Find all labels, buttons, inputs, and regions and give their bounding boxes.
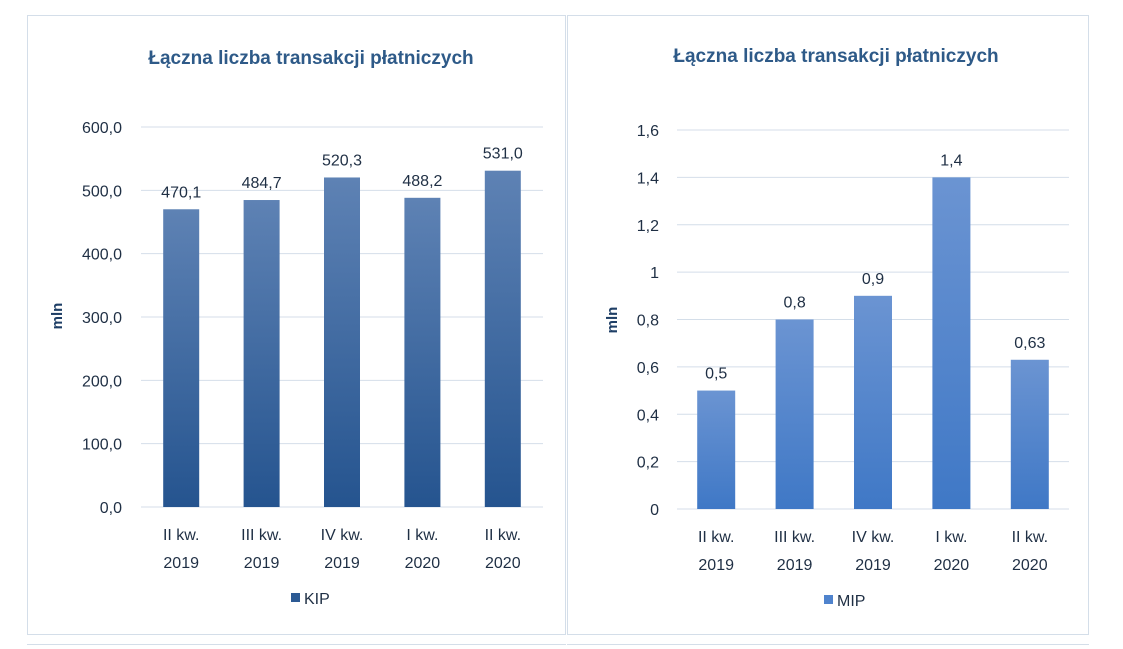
y-tick-label: 1,4 [637,170,659,187]
x-tick-label: II kw. [485,527,521,544]
data-label: 0,9 [862,271,884,288]
panel-divider [567,644,1089,645]
y-tick-label: 100,0 [82,437,122,454]
data-label: 520,3 [322,152,362,169]
bar [163,209,200,507]
x-tick-label: II kw. [163,527,199,544]
y-tick-label: 200,0 [82,373,122,390]
data-label: 470,1 [161,184,201,201]
x-tick-label: 2019 [163,555,199,572]
bar [775,319,814,509]
x-tick-label: III kw. [241,527,282,544]
y-tick-label: 1,6 [637,123,659,140]
chart-title: Łączna liczba transakcji płatniczych [148,48,473,69]
y-tick-label: 0,2 [637,455,659,472]
bar [1010,359,1049,509]
x-tick-label: 2020 [485,555,521,572]
legend: MIP [824,593,865,610]
bar [854,295,892,509]
x-tick-label: 2019 [855,557,891,574]
chart-title: Łączna liczba transakcji płatniczych [673,46,998,67]
bar [243,200,280,508]
chart-mip: Łączna liczba transakcji płatniczych 0 0,2… [604,46,1069,610]
y-tick-label: 0,6 [637,360,659,377]
bar [404,197,441,507]
legend-label: MIP [837,593,865,610]
x-tick-label: 2019 [698,557,734,574]
x-tick-label: III kw. [774,529,815,546]
bar [932,177,971,509]
y-axis-label: mln [604,307,621,334]
legend-label: KIP [304,591,330,608]
panel-divider [27,644,566,645]
y-tick-label: 300,0 [82,310,122,327]
data-label: 0,5 [705,366,727,383]
y-tick-label: 1,2 [637,218,659,235]
y-tick-label: 400,0 [82,247,122,264]
data-label: 531,0 [483,146,523,163]
x-tick-label: 2020 [1012,557,1048,574]
y-tick-label: 0 [650,502,659,519]
x-tick-label: 2020 [934,557,970,574]
x-tick-label: IV kw. [852,529,895,546]
chart-panel-kip [27,15,566,635]
x-tick-label: 2020 [405,555,441,572]
data-label: 488,2 [402,173,442,190]
x-tick-label: I kw. [406,527,438,544]
data-label: 1,4 [940,152,962,169]
data-label: 0,63 [1014,335,1045,352]
x-tick-label: 2019 [244,555,280,572]
x-tick-label: IV kw. [321,527,364,544]
y-tick-label: 0,8 [637,313,659,330]
legend-swatch [824,595,833,604]
x-tick-label: 2019 [324,555,360,572]
x-tick-label: II kw. [698,529,734,546]
x-tick-label: II kw. [1012,529,1048,546]
data-label: 484,7 [242,175,282,192]
y-tick-label: 600,0 [82,120,122,137]
bar [697,390,736,509]
y-axis-label: mln [49,303,66,330]
x-tick-label: I kw. [935,529,967,546]
bar [484,170,521,507]
chart-panel-mip [567,15,1089,635]
y-tick-label: 0,4 [637,407,659,424]
bar [324,177,360,507]
legend-swatch [291,593,300,602]
y-tick-label: 0,0 [100,500,122,517]
legend: KIP [291,591,330,608]
data-label: 0,8 [783,295,805,312]
x-tick-label: 2019 [777,557,813,574]
y-tick-label: 1 [650,265,659,282]
chart-kip: Łączna liczba transakcji płatniczych 0,0 1… [49,48,543,608]
y-tick-label: 500,0 [82,183,122,200]
